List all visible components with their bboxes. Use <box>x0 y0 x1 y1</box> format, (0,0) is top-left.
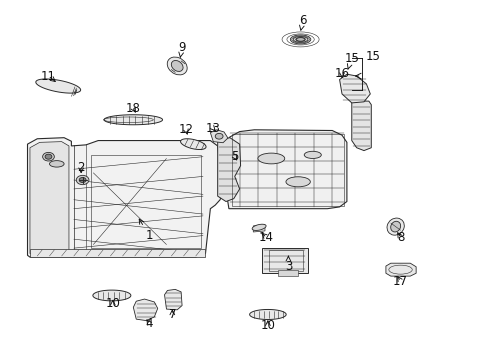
Circle shape <box>42 152 54 161</box>
Polygon shape <box>27 138 224 257</box>
Text: 18: 18 <box>125 102 141 115</box>
Text: 2: 2 <box>77 161 85 174</box>
Text: 11: 11 <box>41 69 56 82</box>
Ellipse shape <box>167 57 187 75</box>
Circle shape <box>45 154 52 159</box>
Ellipse shape <box>386 218 404 235</box>
Ellipse shape <box>252 224 265 230</box>
Polygon shape <box>104 115 162 125</box>
Text: 14: 14 <box>259 231 273 244</box>
Polygon shape <box>30 249 205 257</box>
Polygon shape <box>217 138 240 202</box>
Ellipse shape <box>296 38 305 41</box>
Ellipse shape <box>49 161 64 167</box>
Polygon shape <box>339 74 369 103</box>
Ellipse shape <box>293 37 307 42</box>
Ellipse shape <box>290 35 310 44</box>
Polygon shape <box>210 130 227 143</box>
Text: 9: 9 <box>178 41 185 57</box>
Text: 15: 15 <box>365 50 380 63</box>
Ellipse shape <box>257 153 284 164</box>
Text: 3: 3 <box>284 256 291 273</box>
Text: 17: 17 <box>392 275 407 288</box>
Polygon shape <box>30 141 69 253</box>
Text: 15: 15 <box>344 51 359 69</box>
Text: 4: 4 <box>145 317 153 330</box>
Text: 13: 13 <box>205 122 220 135</box>
Polygon shape <box>224 130 346 209</box>
Text: 8: 8 <box>396 231 404 244</box>
Polygon shape <box>133 299 158 320</box>
Polygon shape <box>385 263 415 276</box>
Polygon shape <box>93 290 131 301</box>
Polygon shape <box>180 139 205 149</box>
Polygon shape <box>164 289 182 310</box>
Polygon shape <box>351 101 370 150</box>
Text: 7: 7 <box>168 308 176 321</box>
Polygon shape <box>277 270 298 276</box>
Text: 10: 10 <box>105 297 120 310</box>
Text: 12: 12 <box>178 123 193 136</box>
Ellipse shape <box>171 60 183 71</box>
Text: 16: 16 <box>334 67 349 80</box>
Ellipse shape <box>285 177 310 187</box>
Polygon shape <box>261 248 307 273</box>
Ellipse shape <box>304 151 321 158</box>
Text: 5: 5 <box>231 150 238 163</box>
Ellipse shape <box>390 221 400 232</box>
Text: 1: 1 <box>139 219 153 242</box>
Circle shape <box>215 134 223 139</box>
Circle shape <box>76 175 89 185</box>
Polygon shape <box>253 225 264 232</box>
Text: 10: 10 <box>260 319 275 332</box>
Text: 6: 6 <box>299 14 306 30</box>
Polygon shape <box>249 310 285 319</box>
Polygon shape <box>36 79 81 93</box>
Circle shape <box>79 177 86 183</box>
